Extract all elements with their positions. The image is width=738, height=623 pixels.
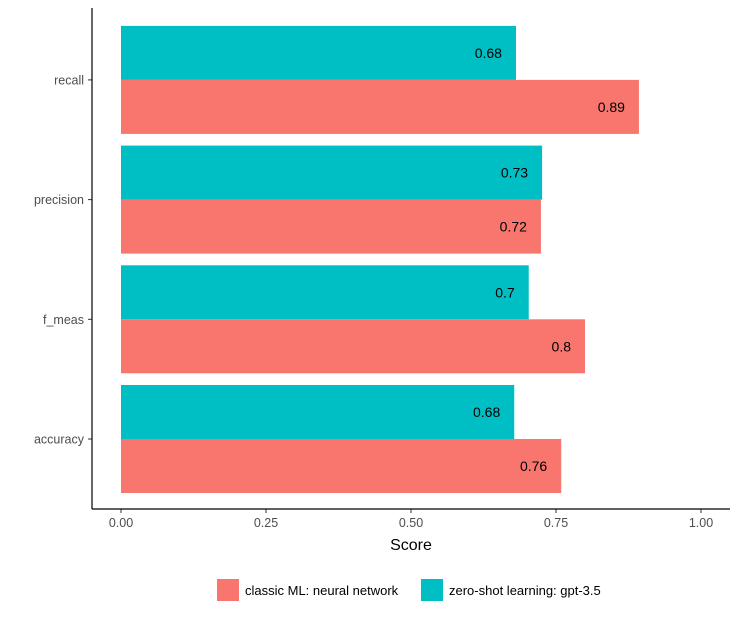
- bar-precision-series-0: [121, 200, 541, 254]
- x-tick-label: 0.00: [109, 516, 133, 530]
- bar-precision-series-1: [121, 146, 542, 200]
- bar-chart: 0.68 0.76 0.7 0.8 0.73 0.72 0.68 0.89 accuracy f…: [0, 0, 738, 618]
- data-label: 0.89: [598, 99, 625, 115]
- x-tick-label: 0.25: [254, 516, 278, 530]
- data-label: 0.73: [501, 165, 528, 181]
- data-label: 0.8: [552, 338, 572, 354]
- bar-accuracy-series-1: [121, 385, 514, 439]
- legend-label: zero-shot learning: gpt-3.5: [449, 583, 601, 598]
- data-label: 0.68: [473, 404, 500, 420]
- bar-f_meas-series-1: [121, 265, 529, 319]
- legend-key: [421, 579, 443, 601]
- y-tick-label: accuracy: [34, 433, 85, 447]
- legend-key: [217, 579, 239, 601]
- x-tick-label: 0.75: [544, 516, 568, 530]
- legend: classic ML: neural network zero-shot lear…: [217, 579, 601, 601]
- x-tick-label: 0.50: [399, 516, 423, 530]
- y-tick-label: recall: [54, 73, 84, 87]
- data-label: 0.7: [495, 284, 515, 300]
- x-axis-title: Score: [390, 537, 432, 554]
- x-tick-label: 1.00: [689, 516, 713, 530]
- bar-recall-series-0: [121, 80, 639, 134]
- data-label: 0.72: [500, 219, 527, 235]
- bar-f_meas-series-0: [121, 319, 585, 373]
- legend-label: classic ML: neural network: [245, 583, 399, 598]
- bar-recall-series-1: [121, 26, 516, 80]
- data-label: 0.76: [520, 458, 547, 474]
- y-tick-label: precision: [34, 193, 84, 207]
- bar-accuracy-series-0: [121, 439, 561, 493]
- data-label: 0.68: [475, 45, 502, 61]
- y-tick-label: f_meas: [43, 313, 84, 327]
